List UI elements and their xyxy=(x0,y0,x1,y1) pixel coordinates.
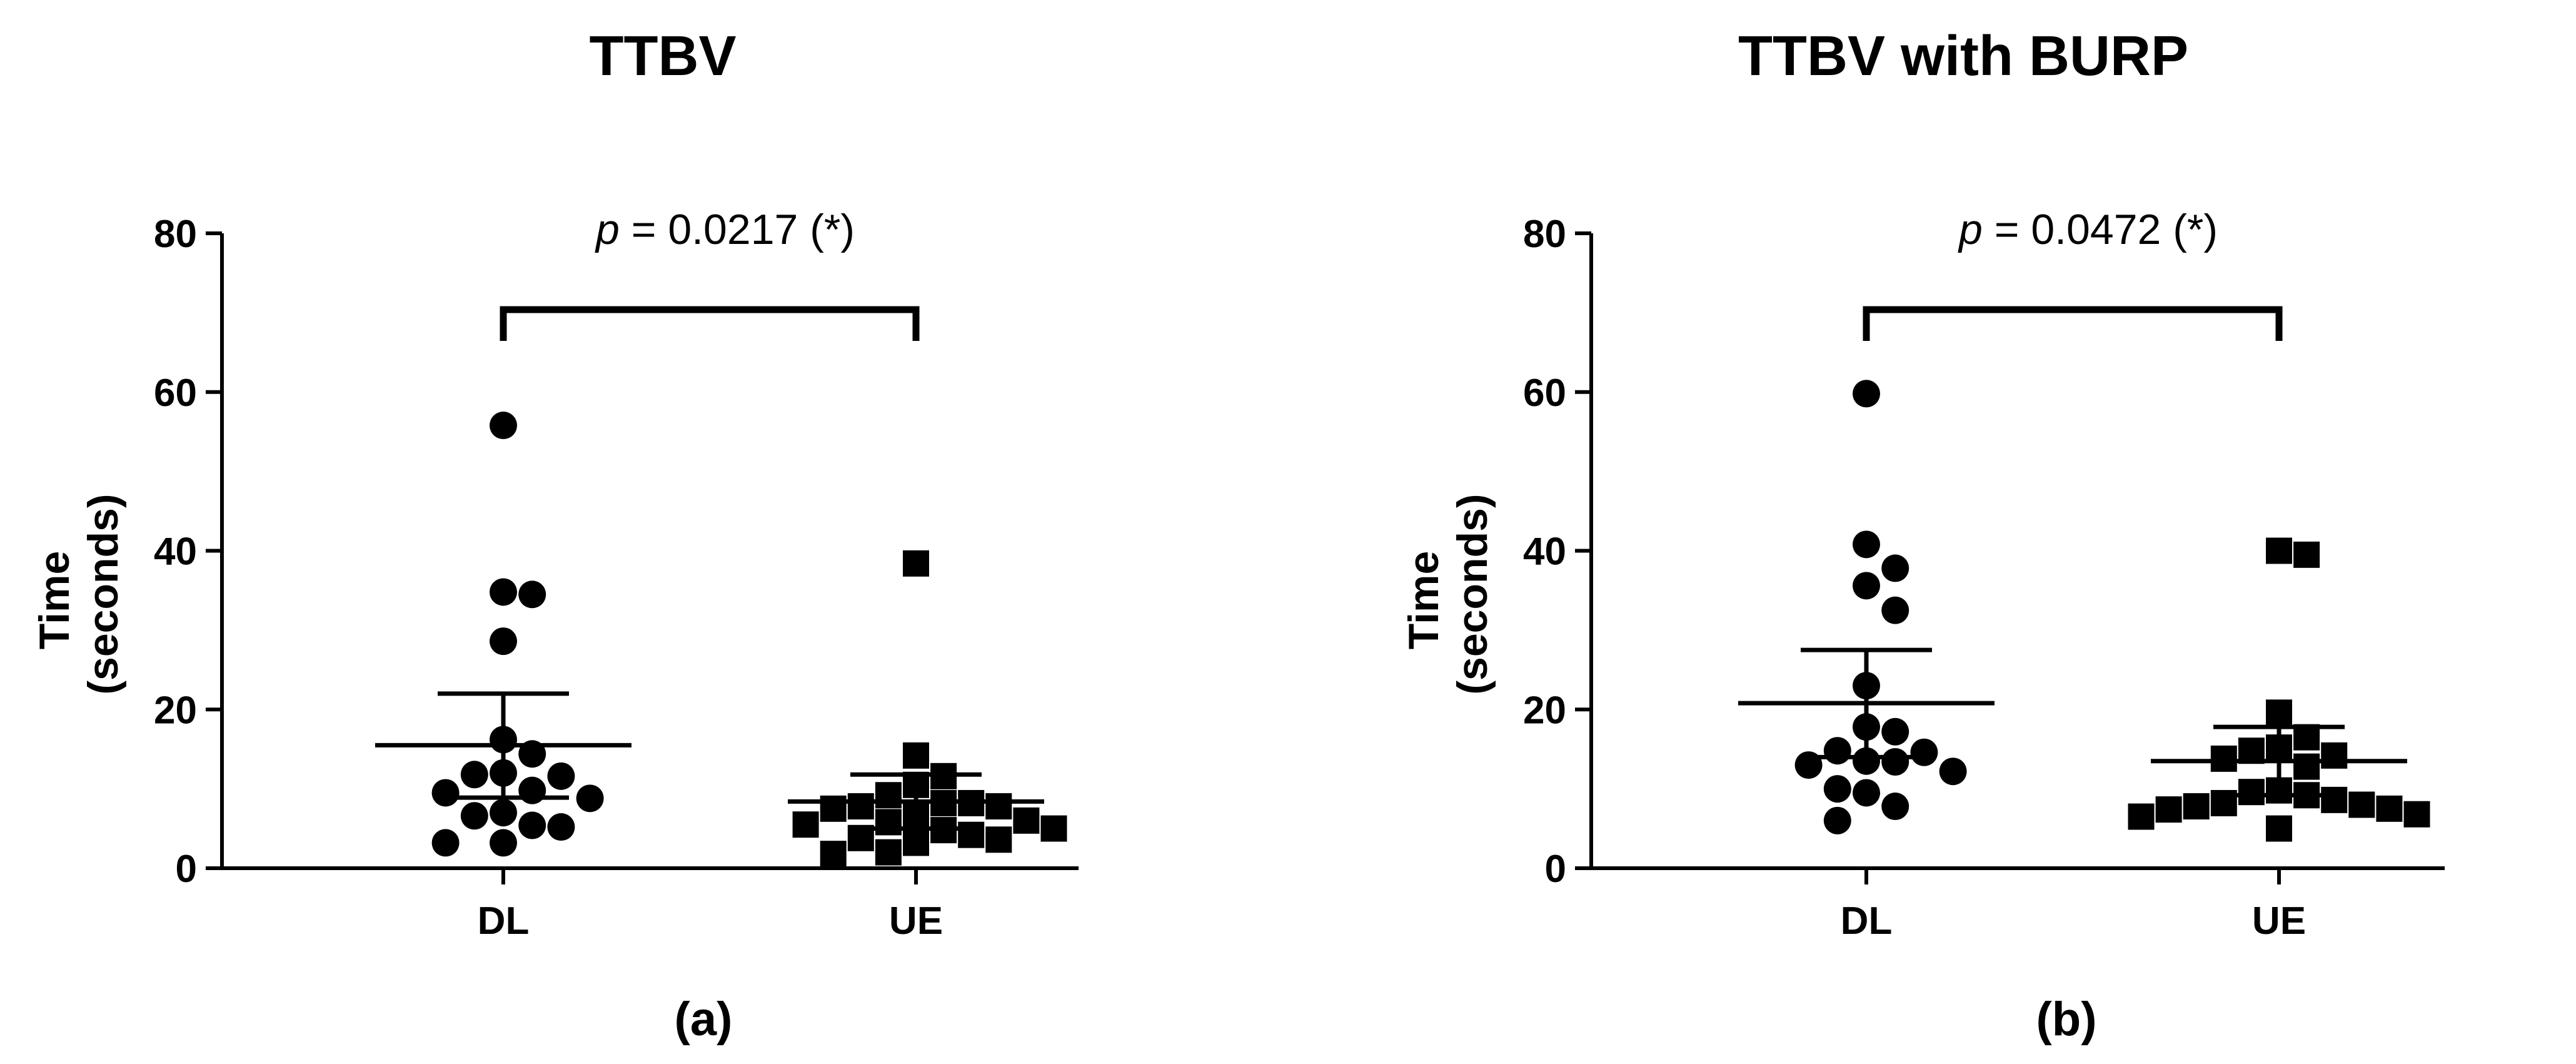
panel-a-dl-point xyxy=(518,580,546,609)
panel-a-dl-point xyxy=(518,811,546,839)
panel-b-dl-point xyxy=(1853,747,1880,775)
panel-a-significance-bracket xyxy=(500,306,920,341)
panel-b-ue-point xyxy=(2348,791,2375,818)
panel-a-ylabel-line2: (seconds) xyxy=(79,494,127,694)
panel-a-ue-point xyxy=(875,782,902,809)
panel-b-dl-point xyxy=(1853,779,1880,807)
panel-b-dl-point xyxy=(1853,572,1880,600)
panel-b-y-tick-label: 40 xyxy=(1523,530,1566,574)
panel-b-ue-point xyxy=(2155,796,2182,823)
panel-b-ue-point xyxy=(2266,537,2292,564)
panel-b-dl-point xyxy=(1881,747,1909,776)
panel-a-dl-point xyxy=(460,802,488,830)
panel-a-ue-point xyxy=(903,829,929,856)
panel-b-x-tick-label: DL xyxy=(1841,899,1893,943)
panel-a-ue-point xyxy=(1040,815,1067,842)
panel-a-y-tick-label: 40 xyxy=(154,530,197,574)
panel-b-ylabel-line2: (seconds) xyxy=(1449,494,1496,694)
panel-a-p-annotation: p = 0.0217 (*) xyxy=(595,206,855,253)
panel-b-p-text: = 0.0472 (*) xyxy=(1983,206,2218,253)
panel-a-ue-point xyxy=(958,821,985,848)
panel-a-ue-point xyxy=(875,839,902,866)
panel-b-dl-point xyxy=(1910,738,1938,766)
panel-a-x-tick-label: DL xyxy=(478,899,530,943)
panel-b: TTBV with BURP Time (seconds) p = 0.0472… xyxy=(1400,25,2445,1046)
panel-b-dl-point xyxy=(1823,737,1851,765)
panel-a-ue-point xyxy=(985,793,1012,820)
panel-b-ue-point xyxy=(2376,795,2403,822)
panel-b-dl-point xyxy=(1881,793,1909,821)
panel-a-ylabel: Time (seconds) xyxy=(31,494,127,694)
panel-a-dl-point xyxy=(460,761,488,789)
panel-a-ue-point xyxy=(792,811,819,838)
panel-b-y-tick-label: 0 xyxy=(1545,848,1566,891)
panel-b-dl-point xyxy=(1823,806,1851,834)
panel-a-subtitle: (a) xyxy=(675,993,733,1046)
panel-b-ue-point xyxy=(2210,745,2237,772)
panel-a-dl-point xyxy=(547,762,575,790)
panel-a-ue-point xyxy=(903,742,929,769)
panel-b-p-symbol: p xyxy=(1958,206,1983,253)
panel-a-ue-point xyxy=(985,826,1012,853)
panel-a-p-text: = 0.0217 (*) xyxy=(620,206,855,253)
panel-a-ue-point xyxy=(1013,807,1040,834)
panel-a-dl-point xyxy=(431,779,460,807)
panel-a-title: TTBV xyxy=(590,25,737,88)
panel-a-y-tick-label: 80 xyxy=(154,213,197,256)
panel-a-dl-point xyxy=(490,799,517,827)
panel-b-ylabel: Time (seconds) xyxy=(1400,494,1496,694)
panel-a-dl-point xyxy=(547,813,575,841)
panel-b-dl-point xyxy=(1881,717,1909,746)
panel-b-dl-point xyxy=(1823,775,1851,803)
panel-a: TTBV Time (seconds) p = 0.0217 (*) (a) 0… xyxy=(31,25,1079,1046)
panel-a-x-tick-label: UE xyxy=(889,899,943,943)
panel-b-title: TTBV with BURP xyxy=(1738,25,2188,88)
panel-a-dl-point xyxy=(431,829,460,857)
panel-b-dl-point xyxy=(1853,380,1880,408)
panel-a-ylabel-line1: Time xyxy=(31,551,78,649)
panel-a-ue-point xyxy=(820,841,847,868)
panel-a-ue-point xyxy=(847,793,874,820)
panel-b-x-tick-label: UE xyxy=(2252,899,2306,943)
panel-b-dl-point xyxy=(1881,596,1909,624)
panel-b-ue-point xyxy=(2266,699,2292,726)
panel-a-dl-point xyxy=(490,578,517,606)
panel-b-ue-point xyxy=(2293,541,2320,568)
panel-b-ue-point xyxy=(2321,742,2348,769)
panel-a-dl-point xyxy=(490,412,517,440)
panel-b-dl-point xyxy=(1853,530,1880,559)
panel-a-p-symbol: p xyxy=(595,206,620,253)
panel-b-y-tick-label: 80 xyxy=(1523,213,1566,256)
panel-b-dl-point xyxy=(1939,757,1967,786)
panel-b-ue-point xyxy=(2403,801,2430,828)
panel-b-significance-bracket xyxy=(1863,306,2283,341)
panel-a-ue-point xyxy=(903,550,929,577)
panel-a-dl-point xyxy=(490,627,517,656)
panel-b-dl-point xyxy=(1881,554,1909,582)
panel-a-ue-point xyxy=(875,809,902,836)
panel-b-ue-point xyxy=(2293,753,2320,780)
panel-b-ue-point xyxy=(2183,793,2210,820)
panel-b-ylabel-line1: Time xyxy=(1400,551,1447,649)
panel-a-y-tick-label: 20 xyxy=(154,689,197,732)
panel-b-ue-point xyxy=(2238,779,2265,806)
panel-a-dl-point xyxy=(490,829,517,857)
panel-a-y-tick-label: 60 xyxy=(154,372,197,415)
panel-b-subtitle: (b) xyxy=(2036,993,2096,1046)
panel-b-ue-point xyxy=(2321,786,2348,813)
panel-b-y-tick-label: 20 xyxy=(1523,689,1566,732)
panel-a-dl-point xyxy=(518,776,546,804)
panel-b-ue-point xyxy=(2128,803,2155,830)
panel-b-y-tick-label: 60 xyxy=(1523,372,1566,415)
panel-b-ue-point xyxy=(2266,815,2292,842)
panel-a-dl-point xyxy=(576,784,604,813)
panel-b-p-annotation: p = 0.0472 (*) xyxy=(1958,206,2218,253)
panel-a-y-tick-label: 0 xyxy=(176,848,197,891)
